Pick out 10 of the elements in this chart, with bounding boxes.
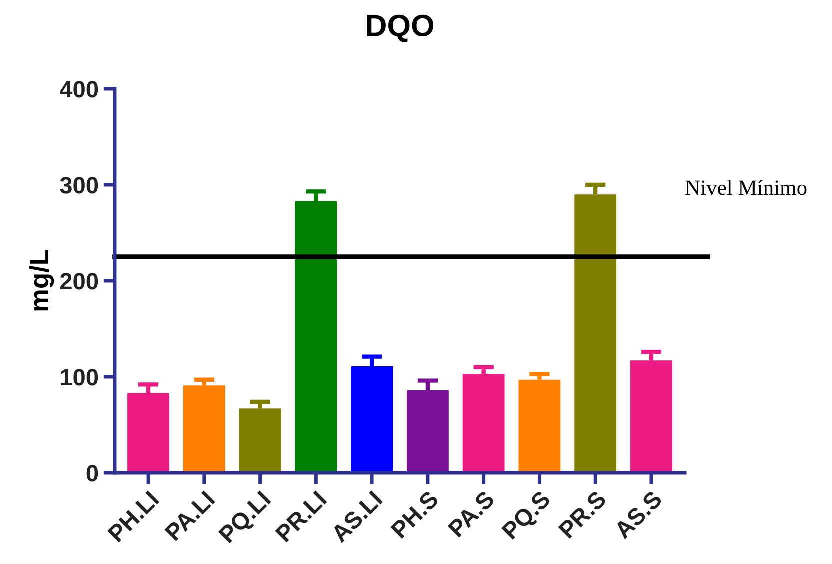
y-axis-title: mg/L bbox=[29, 250, 54, 311]
chart-title: DQO bbox=[367, 14, 434, 42]
y-tick-label: 200 bbox=[60, 273, 98, 290]
y-tick-label: 400 bbox=[60, 81, 98, 98]
y-tick-label: 0 bbox=[86, 465, 98, 482]
ref-line-label: Nivel Mínimo bbox=[686, 180, 807, 196]
bar bbox=[518, 380, 561, 473]
y-tick-label: 300 bbox=[60, 177, 98, 194]
y-tick-label: 100 bbox=[61, 369, 98, 386]
bar bbox=[183, 386, 226, 473]
